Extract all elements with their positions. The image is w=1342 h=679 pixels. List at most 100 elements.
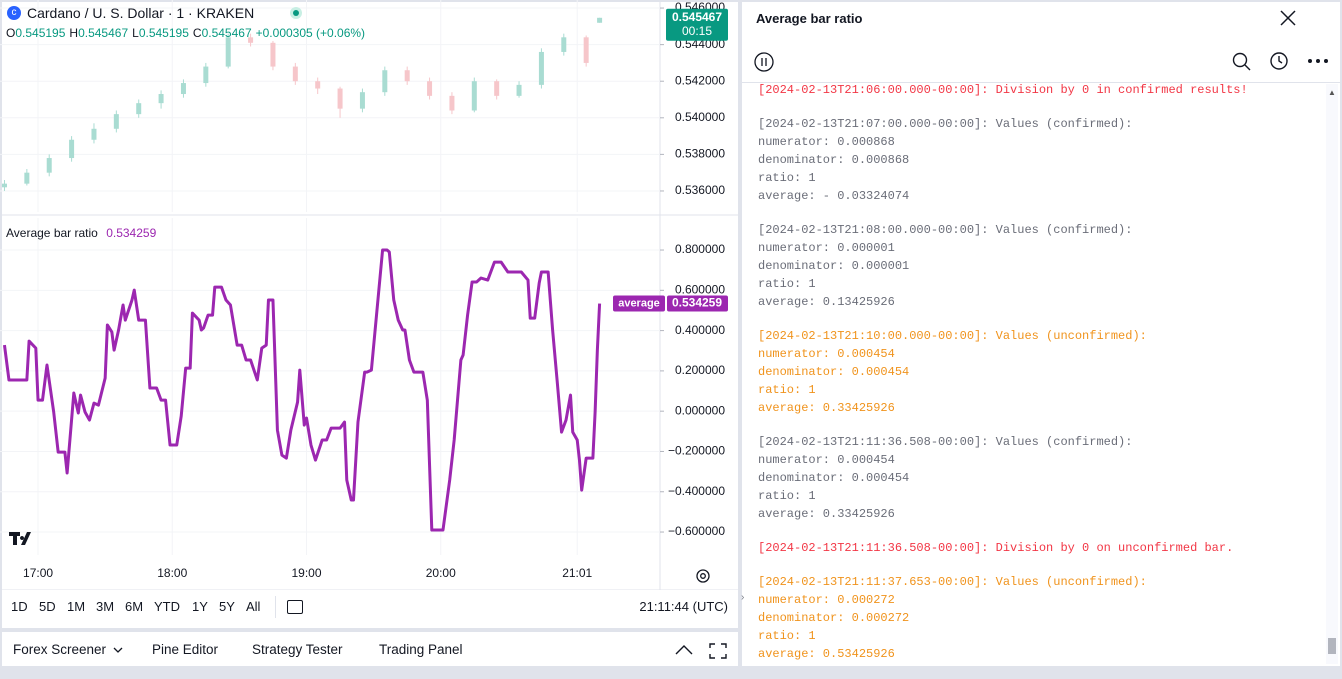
history-button[interactable]	[1268, 50, 1290, 72]
log-line: numerator: 0.000454	[758, 453, 895, 467]
range-button[interactable]: 3M	[96, 599, 115, 614]
y-tick-label: 0.538000	[675, 147, 725, 161]
y-tick-label: 0.536000	[675, 183, 725, 197]
panel-title: Average bar ratio	[756, 11, 863, 26]
tab[interactable]: Trading Panel	[379, 642, 463, 657]
range-button[interactable]: 1M	[67, 599, 86, 614]
log-entry: [2024-02-13T21:08:00.000-00:00]: Values …	[758, 221, 1318, 311]
price-badge-countdown: 00:15	[682, 24, 712, 38]
tab[interactable]: Strategy Tester	[252, 642, 343, 657]
y-tick-label: −0.400000	[668, 484, 725, 498]
candle-body	[583, 37, 589, 63]
candle-body	[427, 81, 433, 96]
log-line: [2024-02-13T21:11:37.653-00:00]: Values …	[758, 575, 1147, 589]
chart: 0.5360000.5380000.5400000.5420000.544000…	[0, 0, 738, 590]
maximize-panel[interactable]	[709, 642, 727, 660]
search-button[interactable]	[1231, 51, 1253, 73]
candle-body	[359, 92, 365, 109]
range-button[interactable]: 5Y	[219, 599, 235, 614]
plot	[1, 17, 603, 532]
ohlc-value: 0.545467	[201, 26, 252, 40]
axes: 0.5360000.5380000.5400000.5420000.544000…	[23, 0, 728, 580]
ohlc-value: 0.545195	[138, 26, 189, 40]
log-line: [2024-02-13T21:06:00.000-00:00]: Divisio…	[758, 83, 1248, 97]
separator	[742, 82, 1340, 83]
x-tick-label: 17:00	[23, 566, 53, 580]
candle-body	[270, 42, 276, 67]
range-button[interactable]: 1Y	[192, 599, 208, 614]
candle-body	[180, 83, 186, 95]
separator	[275, 596, 276, 618]
grid	[0, 0, 660, 555]
log-line: denominator: 0.000454	[758, 365, 910, 379]
ohlc-legend: O0.545195 H0.545467 L0.545195 C0.545467 +0.0…	[6, 26, 365, 40]
ohlc-key: C	[192, 26, 202, 40]
x-tick-label: 21:01	[562, 566, 592, 580]
range-button[interactable]: All	[246, 599, 261, 614]
line-series	[2, 248, 602, 532]
log-line: [2024-02-13T21:07:00.000-00:00]: Values …	[758, 117, 1133, 131]
date-range-icon[interactable]	[287, 600, 303, 614]
log-line: denominator: 0.000454	[758, 471, 910, 485]
range-button[interactable]: 5D	[39, 599, 56, 614]
bottom-tabs	[2, 632, 738, 666]
symbol-logo: c	[7, 6, 21, 20]
candle-body	[1, 183, 7, 188]
indicator-value: 0.534259	[106, 226, 157, 240]
log-line: [2024-02-13T21:11:36.508-00:00]: Divisio…	[758, 541, 1234, 555]
pause-button[interactable]	[752, 50, 776, 74]
range-button[interactable]: YTD	[154, 599, 180, 614]
candle-body	[91, 128, 97, 140]
collapse-handle[interactable]: ›	[741, 592, 745, 603]
y-tick-label: 0.800000	[675, 242, 725, 256]
series-name-badge-label: average	[618, 297, 660, 309]
candle-body	[46, 158, 52, 173]
range-button[interactable]: 1D	[11, 599, 28, 614]
candle-body	[538, 51, 544, 85]
log-list: [2024-02-13T21:06:00.000-00:00]: Divisio…	[758, 81, 1318, 679]
candle-body	[561, 37, 567, 52]
log-entry: [2024-02-13T21:11:36.508-00:00]: Divisio…	[758, 539, 1318, 557]
clock[interactable]: 21:11:44 (UTC)	[639, 599, 728, 614]
ohlc-value: 0.545467	[78, 26, 129, 40]
log-entry: [2024-02-13T21:07:00.000-00:00]: Values …	[758, 115, 1318, 205]
price-badge-value: 0.545467	[672, 10, 722, 24]
candle-body	[292, 66, 298, 82]
log-line: denominator: 0.000868	[758, 153, 910, 167]
indicator-title[interactable]: Average bar ratio	[6, 226, 98, 240]
log-line: ratio: 1	[758, 383, 816, 397]
range-button[interactable]: 6M	[125, 599, 144, 614]
candle-body	[597, 17, 603, 23]
log-line: denominator: 0.000272	[758, 611, 910, 625]
collapse-panel[interactable]	[674, 642, 694, 658]
tab[interactable]: Forex Screener	[13, 642, 107, 657]
indicator-legend: Average bar ratio 0.534259	[6, 226, 156, 240]
more-button[interactable]	[1306, 56, 1330, 66]
y-tick-label: 0.000000	[675, 403, 725, 417]
price-badge	[666, 8, 728, 41]
log-line: [2024-02-13T21:08:00.000-00:00]: Values …	[758, 223, 1133, 237]
close-button[interactable]	[1278, 8, 1298, 28]
candle-body	[136, 103, 142, 115]
candle-body	[158, 94, 164, 104]
y-tick-label: 0.200000	[675, 363, 725, 377]
ohlc-value: 0.545195	[15, 26, 66, 40]
log-line: numerator: 0.000454	[758, 347, 895, 361]
scrollbar[interactable]: ▲	[1326, 84, 1338, 664]
x-tick-label: 19:00	[291, 566, 321, 580]
log-line: average: 0.53425926	[758, 647, 895, 661]
candle-body	[315, 81, 321, 89]
value-badge-label: 0.534259	[672, 296, 722, 310]
candle-body	[225, 37, 231, 67]
symbol-title[interactable]: Cardano / U. S. Dollar · 1 · KRAKEN	[27, 5, 255, 21]
log-line: numerator: 0.000001	[758, 241, 895, 255]
log-entry: [2024-02-13T21:10:00.000-00:00]: Values …	[758, 327, 1318, 417]
y-tick-label: 0.600000	[675, 282, 725, 296]
tab-chevron[interactable]	[112, 645, 124, 655]
tab[interactable]: Pine Editor	[152, 642, 219, 657]
candle-body	[248, 37, 254, 43]
settings-icon[interactable]	[696, 569, 710, 583]
value-badge	[667, 295, 728, 312]
x-tick-label: 18:00	[157, 566, 187, 580]
